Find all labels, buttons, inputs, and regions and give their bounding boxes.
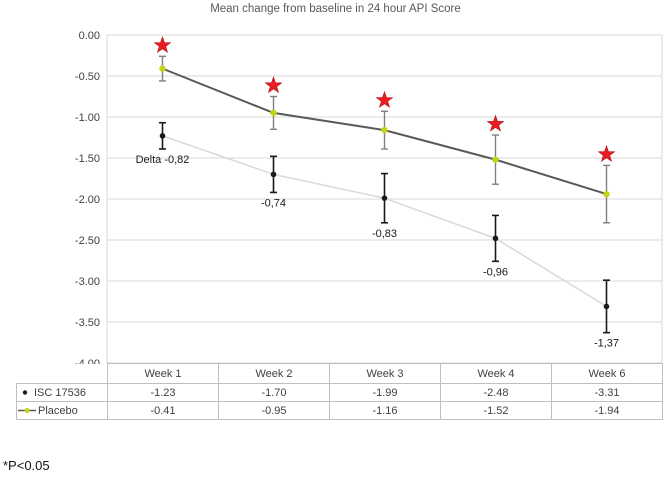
y-axis-tick-label: -2.50	[75, 235, 100, 247]
placebo-data-point	[492, 156, 499, 163]
delta-label: -1,37	[594, 338, 619, 350]
table-value-cell: -1.99	[329, 383, 441, 402]
significance-footnote: *P<0.05	[3, 458, 50, 473]
isc-data-point	[270, 171, 277, 178]
legend-cell: ISC 17536	[16, 383, 108, 402]
table-value-cell: -3.31	[551, 383, 663, 402]
table-value-cell: -2.48	[440, 383, 552, 402]
table-column-header: Week 1	[107, 363, 219, 384]
significance-star-icon	[375, 90, 394, 108]
isc-data-point	[492, 235, 499, 242]
placebo-data-point	[381, 126, 388, 134]
isc-data-point	[603, 303, 610, 310]
table-column-header: Week 4	[440, 363, 552, 384]
placebo-data-point	[270, 109, 277, 117]
y-axis-tick-label: -3.00	[75, 276, 100, 288]
isc-data-point	[381, 195, 388, 201]
placebo-data-point	[603, 190, 610, 198]
y-axis-tick-label: -0.50	[75, 71, 100, 83]
significance-star-icon	[153, 35, 172, 53]
table-column-header: Week 2	[218, 363, 330, 384]
significance-star-icon	[597, 144, 616, 163]
table-value-cell: -1.52	[440, 401, 552, 420]
plot-area: 0.00 -0.50 -1.00 -1.50 -2.00 -2.50 -3.00 -3.50 -…	[75, 30, 663, 370]
table-corner-blank	[16, 363, 108, 384]
table-value-cell: -1.23	[107, 383, 219, 402]
y-axis-tick-label: -2.00	[75, 194, 100, 206]
table-value-cell: -1.94	[551, 401, 663, 420]
data-table: Week 1 Week 2 Week 3 Week 4 Week 6 ISC 17536 -…	[16, 363, 663, 420]
table-column-header: Week 3	[329, 363, 441, 384]
isc-legend-marker-icon	[22, 390, 28, 395]
table-value-cell: -1.16	[329, 401, 441, 420]
chart-title: Mean change from baseline in 24 hour API…	[210, 3, 461, 15]
delta-label: Delta -0,82	[136, 154, 190, 166]
placebo-legend-marker-icon	[18, 408, 36, 414]
delta-label: -0,96	[483, 266, 508, 278]
y-axis-tick-label: 0.00	[79, 30, 100, 42]
series-name-label: ISC 17536	[34, 386, 86, 399]
significance-star-icon	[264, 76, 283, 94]
table-value-cell: -1.70	[218, 383, 330, 402]
y-axis-tick-label: -1.50	[75, 153, 100, 165]
isc-data-point	[159, 133, 166, 139]
legend-cell: Placebo	[16, 401, 108, 420]
table-value-cell: -0.41	[107, 401, 219, 420]
table-column-header: Week 6	[551, 363, 663, 384]
delta-label: -0,83	[372, 228, 397, 240]
y-axis-tick-label: -3.50	[75, 317, 100, 329]
placebo-data-point	[159, 65, 166, 72]
series-name-label: Placebo	[38, 404, 78, 417]
y-axis-tick-label: -1.00	[75, 112, 100, 124]
significance-star-icon	[486, 114, 505, 132]
table-value-cell: -0.95	[218, 401, 330, 420]
delta-label: -0,74	[261, 197, 286, 209]
